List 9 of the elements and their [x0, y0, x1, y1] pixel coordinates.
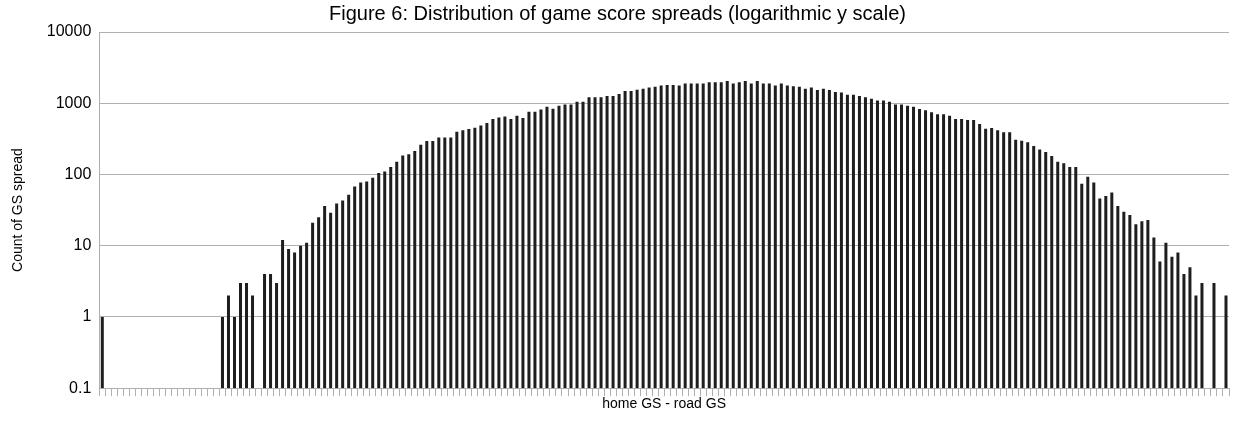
- y-tick-label: 100: [64, 164, 92, 182]
- y-tick-label: 10: [73, 236, 92, 254]
- y-tick-label: 1: [82, 307, 92, 325]
- y-tick-label: 10000: [46, 22, 92, 40]
- x-axis-title: home GS - road GS: [602, 395, 727, 412]
- y-axis-title: Count of GS spread: [9, 148, 26, 272]
- y-tick-label: 1000: [55, 93, 92, 111]
- chart-title: Figure 6: Distribution of game score spreads (logarithmic y scale): [329, 1, 906, 24]
- y-tick-label: 0.1: [69, 378, 92, 396]
